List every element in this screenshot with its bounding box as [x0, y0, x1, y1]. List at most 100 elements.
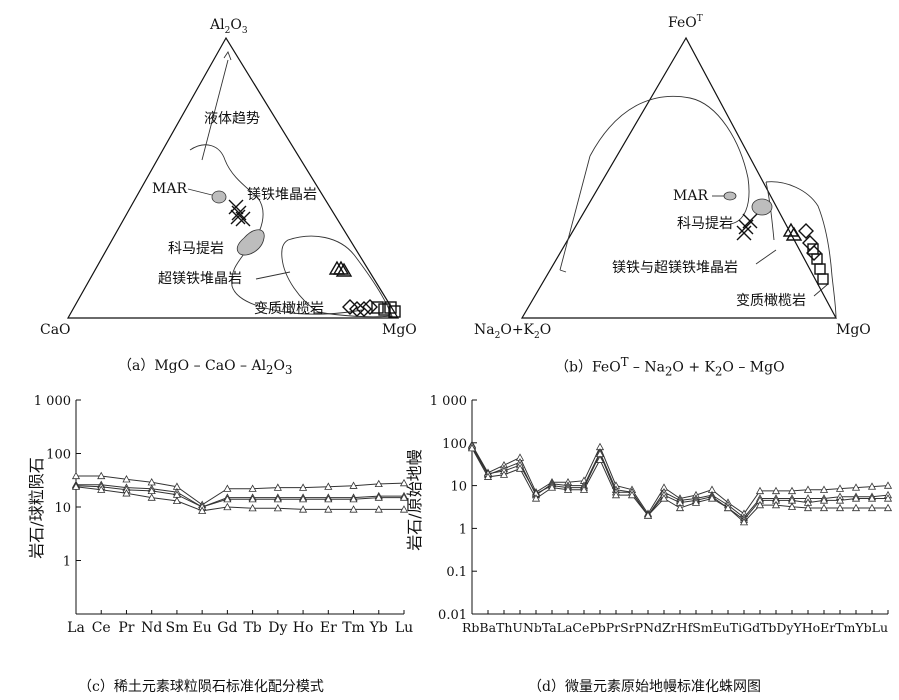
trend-b-cap: [559, 269, 567, 273]
triangle-marker: [332, 260, 350, 275]
data-point: [172, 496, 182, 505]
label-b-mar: MAR: [673, 188, 708, 204]
data-point: [248, 484, 257, 492]
data-point: [122, 489, 131, 497]
apex-a-top-main2: O: [230, 17, 241, 33]
data-point: [675, 503, 685, 512]
data-point: [374, 479, 383, 488]
square-marker: [817, 273, 829, 285]
data-point: [349, 494, 358, 503]
data-point: [515, 464, 525, 472]
b-square-markers: [807, 243, 829, 285]
apex-b-left-main2: O+K: [500, 322, 534, 338]
data-point: [803, 503, 813, 512]
x-tick-label: Pr: [118, 620, 134, 636]
label-a-komatiite: 科马提岩: [168, 241, 224, 257]
data-point: [867, 503, 877, 512]
apex-b-top: FeOT: [668, 14, 703, 31]
data-point: [223, 502, 232, 511]
apex-b-left-sub1: 2: [495, 331, 501, 341]
trend-arrow-line: [201, 59, 229, 161]
data-point: [399, 493, 409, 501]
x-tick-label: Eu: [193, 620, 212, 636]
series-line: [76, 475, 405, 506]
data-point: [298, 494, 308, 503]
label-b-komatiite: 科马提岩: [677, 216, 733, 232]
y-tick-label: 1: [63, 555, 71, 570]
data-point: [399, 478, 409, 487]
data-point: [563, 485, 573, 493]
leader-a-ultramafic: [255, 271, 291, 280]
data-point: [349, 505, 358, 513]
data-point: [867, 494, 877, 502]
x-tick-label: Sm: [165, 620, 188, 636]
data-point: [659, 494, 669, 502]
x-marker: [742, 213, 758, 229]
d-x-tick-labels: RbBaThUNbTaLaCePbPrSrPNdZrHfSmEuTiGdTbDy…: [462, 620, 888, 635]
apex-b-left-main3: O: [540, 322, 551, 338]
data-point: [707, 494, 717, 502]
x-marker: [235, 211, 251, 227]
x-marker: [736, 225, 752, 241]
a-diamond-markers: [342, 299, 378, 317]
y-tick-label: 100: [442, 437, 467, 452]
apex-a-top-sub1: 2: [225, 26, 231, 36]
apex-a-top: Al2O3: [209, 17, 248, 36]
data-point: [851, 483, 861, 491]
data-point: [771, 500, 781, 509]
y-tick-label: 0.1: [446, 565, 467, 580]
caption-a: （a）MgO – CaO – Al2O3: [118, 358, 293, 377]
data-point: [97, 485, 106, 493]
data-point: [803, 485, 813, 493]
y-tick-label: 10: [450, 480, 467, 495]
label-b-peridotite: 变质橄榄岩: [736, 293, 806, 309]
caption-d: （d）微量元素原始地幔标准化蛛网图: [528, 679, 761, 695]
diamond-marker: [806, 245, 822, 261]
leader-a-mar: [187, 188, 213, 196]
apex-b-top-main: FeO: [668, 15, 697, 31]
data-point: [198, 506, 207, 514]
x-marker: [230, 209, 246, 225]
x-tick-label: Er: [320, 620, 337, 636]
a-square-markers: [371, 301, 401, 318]
data-point: [273, 483, 282, 491]
label-a-trend: 液体趋势: [204, 111, 260, 127]
caption-c: （c）稀土元素球粒陨石标准化配分模式: [78, 679, 324, 695]
data-point: [835, 503, 845, 512]
b-triangle-markers: [782, 222, 803, 241]
x-tick-label: Yb: [369, 620, 388, 636]
triangle-marker: [785, 226, 803, 241]
apex-a-top-main: Al: [209, 17, 225, 33]
a-triangle-markers: [328, 260, 353, 277]
x-tick-label: Nd: [141, 620, 162, 636]
x-tick-label: Dy: [268, 620, 287, 636]
x-tick-label: Ho: [293, 620, 314, 636]
square-marker: [384, 301, 397, 314]
data-point: [835, 496, 845, 504]
series-line: [76, 484, 404, 508]
mar-b-field: [723, 191, 737, 201]
data-point: [298, 505, 308, 513]
data-point: [819, 496, 829, 504]
x-tick-label: Gd: [217, 620, 237, 636]
diamond-marker: [356, 301, 372, 317]
apex-a-right: MgO: [382, 322, 417, 338]
x-tick-label: Tm: [342, 620, 365, 636]
y-tick-label: 10: [54, 501, 71, 516]
y-tick-label: 0.01: [438, 608, 467, 623]
data-point: [547, 483, 557, 491]
trace-spider-chart: 岩石/原始地幔 RbBaThUNbTaLaCePbPrSrPNdZrHfSmEu…: [405, 394, 893, 635]
data-point: [248, 494, 257, 503]
data-point: [739, 517, 749, 526]
square-marker: [388, 305, 401, 318]
diamond-marker: [798, 223, 814, 239]
y-tick-label: 1: [459, 522, 467, 537]
data-point: [324, 482, 333, 490]
series-line: [75, 485, 404, 508]
data-point: [273, 503, 282, 512]
data-point: [71, 482, 81, 490]
data-point: [531, 494, 541, 502]
liquid-field: [189, 144, 363, 315]
square-marker: [814, 263, 826, 275]
